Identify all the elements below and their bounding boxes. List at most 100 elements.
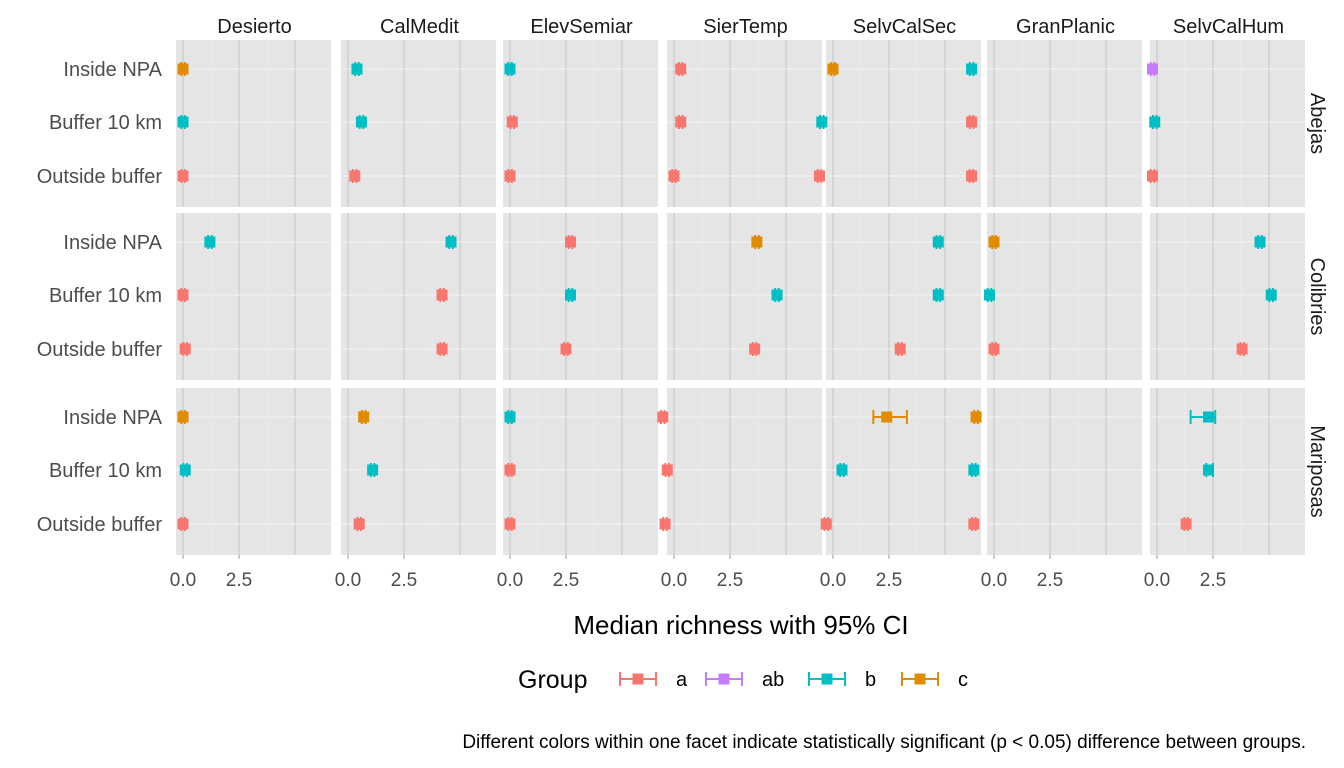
median-point [504,63,516,75]
median-point [1236,343,1248,355]
error-bar-colibries-granplanic-a [988,342,1000,356]
median-point [814,170,826,182]
y-category-label: Outside buffer [37,166,163,188]
median-point [353,518,365,530]
facet-panel-mariposas-selvcalhum [1150,388,1305,555]
facet-panel-abejas-desierto [176,40,331,207]
error-bar-abejas-selvcalhum-b [1149,115,1161,129]
median-point [970,411,982,423]
error-bar-colibries-selvcalsec-a [894,342,906,356]
median-point [771,289,783,301]
column-label-selvcalsec: SelvCalSec [853,16,956,38]
y-category-label: Outside buffer [37,514,163,536]
legend-key-point [914,673,926,685]
error-bar-abejas-selvcalsec-c [827,62,839,76]
x-tick-label: 2.5 [553,570,579,591]
legend-label-b: b [865,669,876,691]
median-point [1265,289,1277,301]
error-bar-colibries-granplanic-c [988,235,1000,249]
error-bar-abejas-desierto-c [177,62,189,76]
legend-key-point [718,673,730,685]
error-bar-mariposas-granplanic-b [968,463,980,477]
error-bar-abejas-selvcalsec-b [816,115,828,129]
legend-key-point [632,673,644,685]
error-bar-abejas-granplanic-a [966,115,978,129]
legend-label-a: a [676,669,688,691]
error-bar-mariposas-calmedit-a [353,517,365,531]
error-bar-mariposas-selvcalsec-a [820,517,832,531]
y-category-label: Outside buffer [37,339,163,361]
median-point [177,116,189,128]
legend-item-a: a [619,669,688,691]
median-point [894,343,906,355]
median-point [177,170,189,182]
median-point [881,411,893,423]
median-point [358,411,370,423]
column-label-siertemp: SierTemp [703,16,787,38]
median-point [675,116,687,128]
x-tick-label: 0.0 [1144,570,1170,591]
facet-panel-colibries-granplanic [987,213,1142,380]
median-point [749,343,761,355]
error-bar-colibries-selvcalsec-b [932,288,944,302]
error-bar-colibries-granplanic-b [984,288,996,302]
x-tick-label: 0.0 [170,570,196,591]
median-point [564,289,576,301]
error-bar-colibries-elevsemiar-a [560,342,572,356]
x-tick-label: 2.5 [876,570,902,591]
error-bar-mariposas-elevsemiar-a [504,517,516,531]
facet-panel-mariposas-selvcalsec [826,388,981,555]
error-bar-colibries-selvcalhum-b [1254,235,1266,249]
median-point [966,170,978,182]
column-label-granplanic: GranPlanic [1016,16,1115,38]
median-point [204,236,216,248]
legend: Group a ab b c [518,666,968,694]
error-bar-mariposas-calmedit-b [367,463,379,477]
error-bar-abejas-siertemp-a [675,62,687,76]
facet-panel-mariposas-siertemp [667,388,822,555]
median-point [988,236,1000,248]
median-point [1147,63,1159,75]
median-point [504,464,516,476]
error-bar-mariposas-desierto-c [177,410,189,424]
error-bar-abejas-elevsemiar-b [504,62,516,76]
x-tick-labels: 0.0 2.5 0.0 2.5 0.0 2.5 0.0 2.5 0.0 2.5 0.0 2.5 0.0 2… [170,555,1226,591]
y-category-label: Buffer 10 km [49,112,162,134]
error-bar-abejas-granplanic-b [966,62,978,76]
median-point [657,411,669,423]
x-tick-label: 0.0 [981,570,1007,591]
median-point [445,236,457,248]
x-tick-label: 2.5 [717,570,743,591]
median-point [816,116,828,128]
median-point [367,464,379,476]
error-bar-abejas-calmedit-b [355,115,367,129]
facet-panel-colibries-selvcalhum [1150,213,1305,380]
facet-panel-colibries-calmedit [341,213,496,380]
legend-title: Group [518,666,587,694]
median-point [177,289,189,301]
error-bar-abejas-selvcalhum-a [1147,169,1159,183]
error-bar-colibries-selvcalhum-a [1236,342,1248,356]
error-bar-mariposas-selvcalsec-b [836,463,848,477]
error-bar-colibries-calmedit-a [436,288,448,302]
y-category-label: Buffer 10 km [49,460,162,482]
error-bar-abejas-desierto-b [177,115,189,129]
x-tick-label: 0.0 [661,570,687,591]
facet-panel-colibries-siertemp [667,213,822,380]
error-bar-mariposas-selvcalhum-b [1189,410,1217,424]
facet-panel-abejas-siertemp [667,40,822,207]
x-tick-label: 2.5 [226,570,252,591]
x-tick-label: 0.0 [497,570,523,591]
error-bar-mariposas-calmedit-c [358,410,370,424]
y-category-label: Buffer 10 km [49,285,162,307]
median-point [179,343,191,355]
facet-panel-mariposas-elevsemiar [503,388,658,555]
facet-panel-abejas-elevsemiar [503,40,658,207]
median-point [932,289,944,301]
error-bar-mariposas-siertemp-a [657,410,669,424]
median-point [177,518,189,530]
error-bar-marks [177,62,1277,531]
column-label-desierto: Desierto [217,16,291,38]
error-bar-abejas-elevsemiar-a [504,169,516,183]
